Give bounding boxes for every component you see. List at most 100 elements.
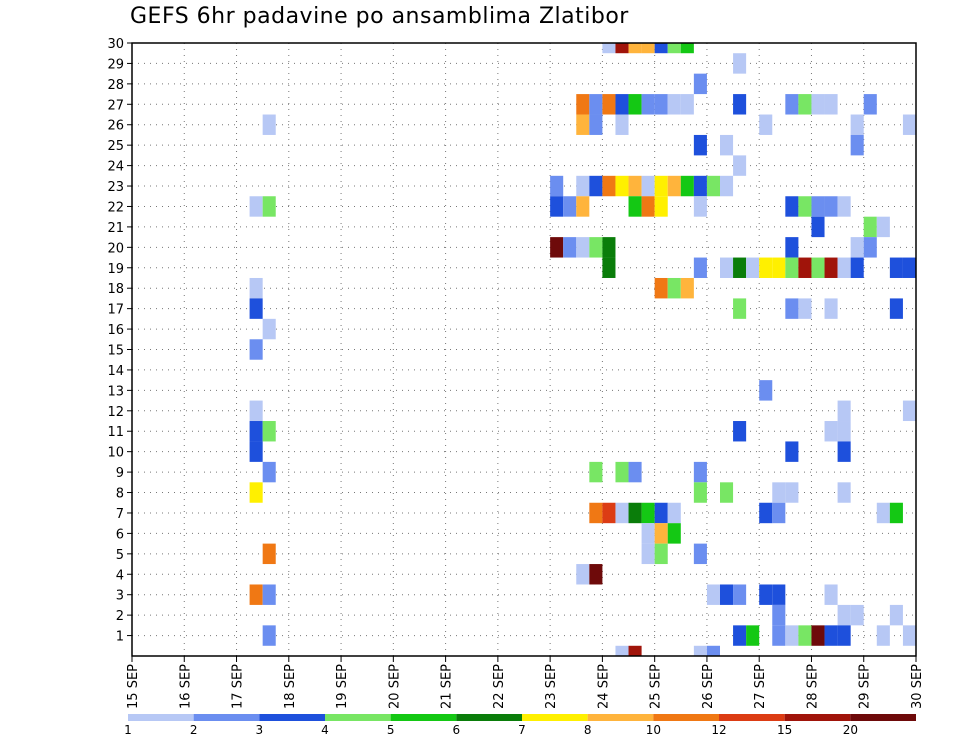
heatmap-cell bbox=[785, 196, 799, 217]
heatmap-cell bbox=[628, 645, 642, 656]
heatmap-cell bbox=[615, 502, 629, 524]
y-tick-label: 29 bbox=[107, 57, 124, 72]
colorbar-swatch bbox=[850, 714, 916, 721]
heatmap-cell bbox=[576, 564, 590, 585]
heatmap-cell bbox=[824, 257, 838, 278]
heatmap-cell bbox=[641, 196, 655, 217]
heatmap-cell bbox=[772, 257, 786, 278]
heatmap-cell bbox=[589, 175, 603, 197]
colorbar-swatch bbox=[259, 714, 325, 721]
heatmap-cell bbox=[837, 257, 851, 278]
heatmap-cell bbox=[733, 625, 747, 646]
heatmap-cell bbox=[602, 237, 616, 258]
heatmap-cell bbox=[262, 421, 276, 442]
heatmap-cell bbox=[602, 94, 616, 115]
heatmap-cell bbox=[667, 94, 681, 115]
heatmap-cell bbox=[902, 400, 916, 422]
heatmap-cell bbox=[249, 400, 263, 422]
heatmap-cell bbox=[811, 625, 825, 646]
y-tick-label: 1 bbox=[116, 630, 124, 645]
heatmap-cell bbox=[693, 134, 707, 156]
colorbar-label: 3 bbox=[256, 723, 264, 737]
heatmap-cell bbox=[641, 523, 655, 544]
heatmap-cell bbox=[798, 196, 812, 217]
heatmap-cell bbox=[798, 94, 812, 115]
heatmap-cell bbox=[876, 502, 890, 524]
heatmap-cell bbox=[798, 257, 812, 278]
y-tick-label: 12 bbox=[107, 405, 124, 420]
heatmap-cell bbox=[576, 175, 590, 197]
heatmap-cell bbox=[615, 175, 629, 197]
heatmap-cell bbox=[654, 523, 668, 544]
heatmap-cell bbox=[589, 502, 603, 524]
heatmap-cell bbox=[602, 502, 616, 524]
heatmap-cell bbox=[693, 645, 707, 656]
y-tick-label: 21 bbox=[107, 221, 124, 236]
heatmap-cell bbox=[654, 502, 668, 524]
heatmap-cell bbox=[654, 43, 668, 54]
heatmap-cell bbox=[654, 196, 668, 217]
heatmap-cell bbox=[262, 625, 276, 646]
heatmap-cell bbox=[628, 502, 642, 524]
heatmap-cell bbox=[641, 502, 655, 524]
heatmap-cell bbox=[576, 237, 590, 258]
heatmap-cell bbox=[628, 43, 642, 54]
heatmap-cell bbox=[837, 441, 851, 462]
y-tick-label: 18 bbox=[107, 282, 124, 297]
heatmap-cell bbox=[262, 543, 276, 565]
y-tick-label: 2 bbox=[116, 609, 124, 624]
heatmap-cell bbox=[720, 134, 734, 156]
heatmap-cell bbox=[759, 502, 773, 524]
y-tick-label: 19 bbox=[107, 262, 124, 277]
heatmap-cell bbox=[785, 482, 799, 503]
heatmap-cell bbox=[824, 94, 838, 115]
colorbar-swatch bbox=[587, 714, 654, 721]
heatmap-cell bbox=[889, 502, 903, 524]
colorbar-swatch bbox=[653, 714, 719, 721]
heatmap-cell bbox=[889, 298, 903, 319]
x-tick-label: 29 SEP bbox=[858, 664, 873, 709]
x-axis: 15 SEP 16 SEP 17 SEP 18 SEP 19 SEP 20 SEP 21 S… bbox=[126, 656, 925, 709]
heatmap-cell bbox=[746, 257, 760, 278]
y-tick-label: 10 bbox=[107, 446, 124, 461]
y-tick-label: 8 bbox=[116, 487, 124, 502]
heatmap-cell bbox=[863, 237, 877, 258]
y-tick-label: 16 bbox=[107, 323, 124, 338]
y-tick-label: 25 bbox=[107, 139, 124, 154]
heatmap-cell bbox=[589, 114, 603, 135]
heatmap-cell bbox=[667, 175, 681, 197]
x-tick-label: 18 SEP bbox=[283, 664, 298, 709]
heatmap-cell bbox=[720, 257, 734, 278]
heatmap-cell bbox=[680, 43, 694, 54]
heatmap-cell bbox=[772, 482, 786, 503]
colorbar: 1 2 3 4 5 6 7 8 10 12 15 20 bbox=[124, 714, 916, 737]
heatmap-cell bbox=[720, 175, 734, 197]
colorbar-swatch bbox=[193, 714, 260, 721]
heatmap-cell bbox=[746, 625, 760, 646]
heatmap-cell bbox=[615, 645, 629, 656]
heatmap-cell bbox=[837, 482, 851, 503]
heatmap-cell bbox=[615, 94, 629, 115]
heatmap-cell bbox=[550, 175, 564, 197]
x-tick-label: 26 SEP bbox=[701, 664, 716, 709]
heatmap-cell bbox=[785, 441, 799, 462]
heatmap-cell bbox=[249, 339, 263, 360]
heatmap-cell bbox=[720, 482, 734, 503]
heatmap-cell bbox=[602, 175, 616, 197]
colorbar-label: 1 bbox=[124, 723, 132, 737]
y-tick-label: 4 bbox=[116, 568, 124, 583]
colorbar-label: 8 bbox=[584, 723, 592, 737]
colorbar-swatch bbox=[390, 714, 457, 721]
y-tick-label: 5 bbox=[116, 548, 124, 563]
heatmap-cell bbox=[576, 94, 590, 115]
heatmap-cell bbox=[706, 175, 720, 197]
heatmap-cell bbox=[589, 237, 603, 258]
heatmap-cell bbox=[811, 94, 825, 115]
y-tick-label: 27 bbox=[107, 98, 124, 113]
heatmap-cell bbox=[667, 502, 681, 524]
x-tick-label: 16 SEP bbox=[178, 664, 193, 709]
heatmap-cell bbox=[824, 196, 838, 217]
y-tick-label: 3 bbox=[116, 589, 124, 604]
heatmap-cell bbox=[785, 257, 799, 278]
colorbar-label: 2 bbox=[190, 723, 198, 737]
